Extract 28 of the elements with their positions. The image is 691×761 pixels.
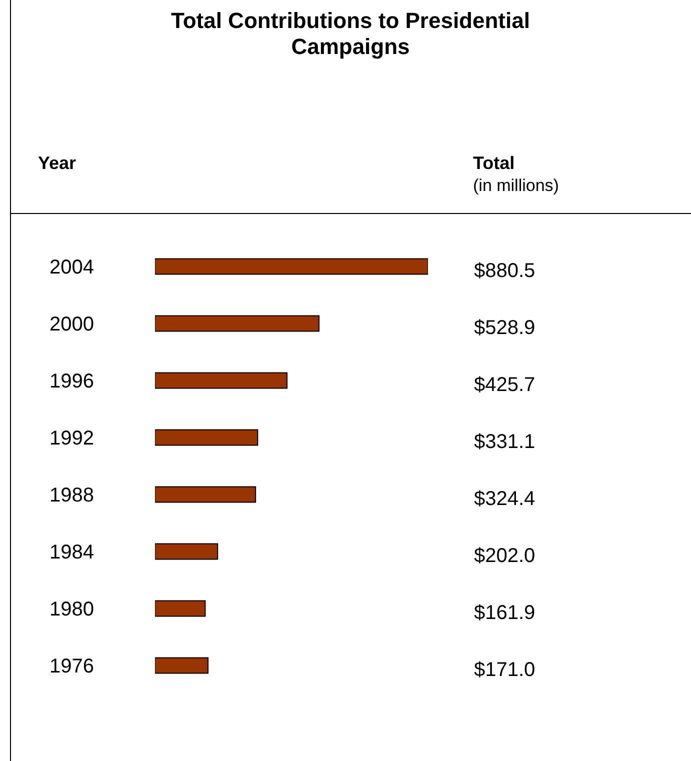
chart-title: Total Contributions to Presidential Campaigns <box>170 8 531 60</box>
bar <box>155 486 256 503</box>
bar <box>155 372 288 389</box>
data-label: $880.5 <box>474 260 536 282</box>
data-label: $202.0 <box>474 545 536 567</box>
y-tick-label: 1976 <box>50 656 94 678</box>
y-tick-label: 2004 <box>50 256 94 278</box>
data-label: $324.4 <box>474 488 536 510</box>
y-tick-label: 1988 <box>50 484 94 506</box>
data-label: $171.0 <box>474 659 536 681</box>
data-label: $331.1 <box>474 431 536 453</box>
y-tick-label: 2000 <box>50 314 94 336</box>
y-axis-title: Year <box>38 153 76 174</box>
text: Total <box>473 153 515 174</box>
bar <box>155 315 320 332</box>
data-label: $425.7 <box>474 374 536 396</box>
bar <box>155 258 428 275</box>
bar <box>155 657 209 674</box>
text: (in millions) <box>473 176 559 196</box>
y-tick-label: 1980 <box>50 598 94 620</box>
bar <box>155 543 218 560</box>
y-tick-label: 1996 <box>50 370 94 392</box>
bar <box>155 429 258 446</box>
data-label: $528.9 <box>474 317 536 339</box>
y-tick-label: 1984 <box>50 542 94 564</box>
y-tick-label: 1992 <box>50 428 94 450</box>
bar <box>155 600 206 617</box>
data-label: $161.9 <box>474 602 536 624</box>
